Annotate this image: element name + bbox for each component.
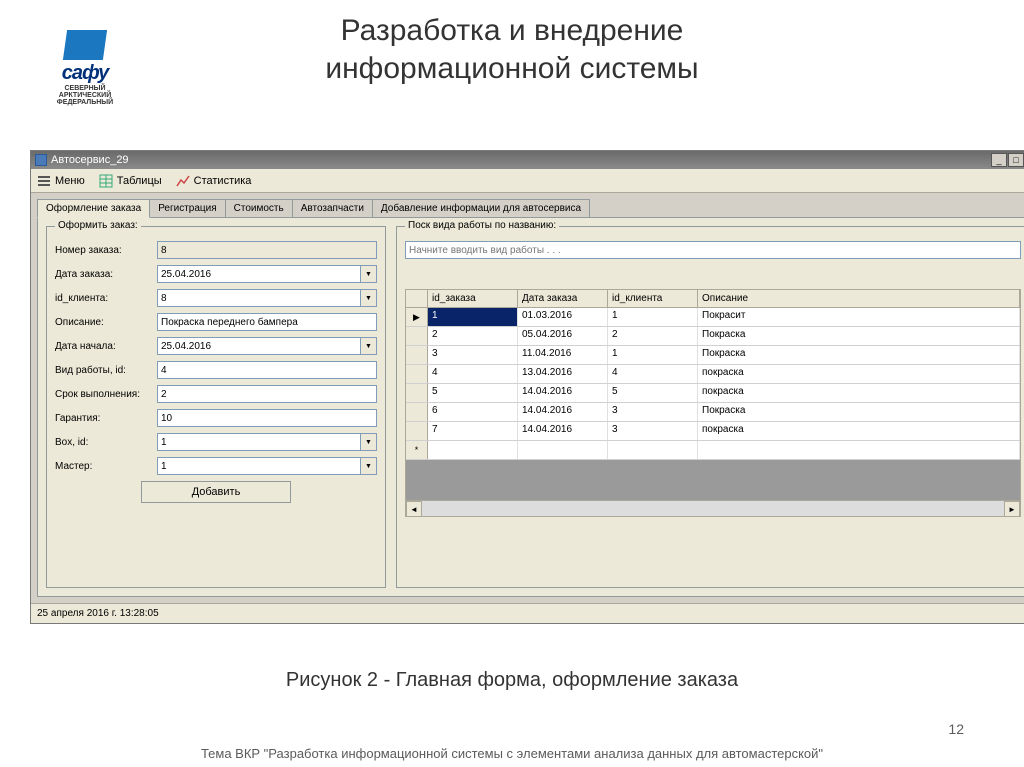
new-row[interactable]: * [406, 441, 1020, 460]
titlebar: Автосервис_29 _ □ × [31, 151, 1024, 169]
tables-icon [99, 174, 113, 188]
label-desc: Описание: [55, 317, 151, 328]
input-box[interactable] [157, 433, 361, 451]
scroll-left-button[interactable]: ◄ [406, 501, 422, 517]
tab-registration[interactable]: Регистрация [149, 199, 225, 217]
add-button[interactable]: Добавить [141, 481, 291, 503]
figure-caption: Рисунок 2 - Главная форма, оформление за… [0, 669, 1024, 692]
page-number: 12 [948, 721, 964, 737]
input-master[interactable] [157, 457, 361, 475]
footer-text: Тема ВКР "Разработка информационной сист… [0, 746, 1024, 761]
scroll-right-button[interactable]: ► [1004, 501, 1020, 517]
tab-addinfo[interactable]: Добавление информации для автосервиса [372, 199, 590, 217]
label-warranty: Гарантия: [55, 413, 151, 424]
table-row[interactable]: 5 14.04.2016 5 покраска [406, 384, 1020, 403]
col-date[interactable]: Дата заказа [518, 290, 608, 307]
col-client[interactable]: id_клиента [608, 290, 698, 307]
table-row[interactable]: 3 11.04.2016 1 Покраска [406, 346, 1020, 365]
col-id[interactable]: id_заказа [428, 290, 518, 307]
horizontal-scrollbar[interactable]: ◄ ► [406, 500, 1020, 516]
table-row[interactable]: 7 14.04.2016 3 покраска [406, 422, 1020, 441]
search-group: Поск вида работы по названию: id_заказа … [396, 226, 1024, 588]
input-start[interactable] [157, 337, 361, 355]
app-icon [35, 154, 47, 166]
window-title: Автосервис_29 [51, 154, 129, 166]
search-input[interactable] [405, 241, 1021, 259]
label-work: Вид работы, id: [55, 365, 151, 376]
input-term[interactable] [157, 385, 377, 403]
statusbar: 25 апреля 2016 г. 13:28:05 [31, 603, 1024, 623]
status-text: 25 апреля 2016 г. 13:28:05 [37, 608, 159, 619]
orders-grid[interactable]: id_заказа Дата заказа id_клиента Описани… [405, 289, 1021, 517]
tab-cost[interactable]: Стоимость [225, 199, 293, 217]
col-desc[interactable]: Описание [698, 290, 1020, 307]
input-order-num[interactable] [157, 241, 377, 259]
master-dropdown-button[interactable]: ▼ [361, 457, 377, 475]
client-dropdown-button[interactable]: ▼ [361, 289, 377, 307]
slide-title: Разработка и внедрение информационной си… [0, 0, 1024, 93]
box-dropdown-button[interactable]: ▼ [361, 433, 377, 451]
label-order-date: Дата заказа: [55, 269, 151, 280]
minimize-button[interactable]: _ [991, 153, 1007, 167]
stats-button[interactable]: Статистика [176, 174, 252, 188]
tab-strip: Оформление заказа Регистрация Стоимость … [31, 193, 1024, 217]
tab-parts[interactable]: Автозапчасти [292, 199, 373, 217]
app-window: Автосервис_29 _ □ × Меню Таблицы Статист… [30, 150, 1024, 624]
tab-order[interactable]: Оформление заказа [37, 199, 150, 218]
grid-corner [406, 290, 428, 307]
label-box: Box, id: [55, 437, 151, 448]
stats-icon [176, 174, 190, 188]
label-start: Дата начала: [55, 341, 151, 352]
label-term: Срок выполнения: [55, 389, 151, 400]
label-client: id_клиента: [55, 293, 151, 304]
table-row[interactable]: 4 13.04.2016 4 покраска [406, 365, 1020, 384]
input-client[interactable] [157, 289, 361, 307]
input-warranty[interactable] [157, 409, 377, 427]
tables-button[interactable]: Таблицы [99, 174, 162, 188]
order-form-group: Оформить заказ: Номер заказа: Дата заказ… [46, 226, 386, 588]
table-row[interactable]: 6 14.04.2016 3 Покраска [406, 403, 1020, 422]
logo: сафу СЕВЕРНЫЙ АРКТИЧЕСКИЙ ФЕДЕРАЛЬНЫЙ [40, 30, 130, 106]
input-order-date[interactable] [157, 265, 361, 283]
table-row[interactable]: ▶ 1 01.03.2016 1 Покрасит [406, 308, 1020, 327]
order-form-title: Оформить заказ: [55, 220, 141, 231]
maximize-button[interactable]: □ [1008, 153, 1024, 167]
table-row[interactable]: 2 05.04.2016 2 Покраска [406, 327, 1020, 346]
input-desc[interactable] [157, 313, 377, 331]
date-dropdown-button[interactable]: ▼ [361, 265, 377, 283]
toolbar: Меню Таблицы Статистика [31, 169, 1024, 193]
label-master: Мастер: [55, 461, 151, 472]
input-work[interactable] [157, 361, 377, 379]
start-dropdown-button[interactable]: ▼ [361, 337, 377, 355]
menu-icon [37, 174, 51, 188]
label-order-num: Номер заказа: [55, 245, 151, 256]
search-group-title: Поск вида работы по названию: [405, 220, 559, 231]
menu-button[interactable]: Меню [37, 174, 85, 188]
